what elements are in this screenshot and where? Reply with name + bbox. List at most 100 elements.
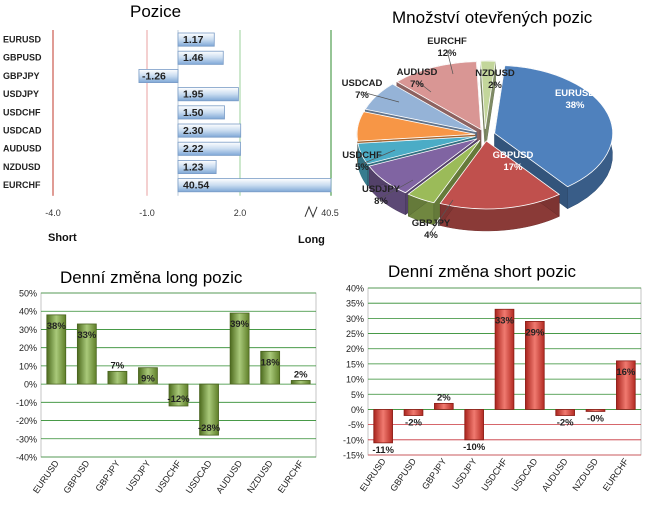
long-category-label: NZDUSD [245,458,275,495]
short-tick-label: 15% [346,359,364,369]
pozice-category-label: GBPJPY [3,71,40,81]
pie-leader-line [416,80,432,93]
short-category-label: GBPJPY [420,456,449,491]
pie-value-label: 5% [355,162,369,173]
short-category-label: USDCHF [479,456,509,493]
long-bar [199,383,219,436]
pie-category-label: NZDUSD [475,68,515,79]
short-tick-label: -5% [348,420,364,430]
pie-category-label: EURCHF [427,36,467,47]
long-bar [229,312,250,385]
pie-category-label: AUDUSD [397,67,438,78]
pozice-category-label: EURCHF [3,180,41,190]
pozice-bar [177,141,241,156]
pozice-bar [177,32,215,47]
pozice-short-label: Short [48,232,77,244]
long-bar [168,383,189,407]
short-value-label: -2% [405,418,422,429]
short-value-label: 29% [525,327,545,338]
pozice-category-label: NZDUSD [3,162,41,172]
long-tick-label: -40% [16,453,37,463]
pozice-value-label: 1.23 [183,161,204,173]
long-category-label: USDCHF [153,458,183,495]
pie-slice [368,138,478,194]
pie-value-label: 7% [410,79,424,90]
pie-category-label: USDCAD [342,78,383,89]
pozice-value-label: 1.95 [183,89,204,101]
long-tick-label: 10% [19,361,37,371]
pie-leader-line [430,199,454,233]
short-bar [403,409,424,416]
long-category-label: USDJPY [124,458,153,493]
short-value-label: -2% [557,418,574,429]
pozice-category-label: GBPUSD [3,53,42,63]
short-change-chart: 40% 35% 30% 25% 20% 15% 10% 5% 0% -5% -10% -15% -11%… [343,284,642,493]
long-value-label: -28% [198,423,221,434]
pie-slice [396,61,482,131]
long-tick-label: 30% [19,325,37,335]
pozice-category-label: USDCHF [3,107,41,117]
long-value-label: -12% [167,394,190,405]
pie-leader-line [361,91,400,103]
pie-category-label: GBPJPY [412,218,451,229]
long-value-label: 9% [141,374,155,385]
short-tick-label: -15% [343,451,364,461]
pozice-category-label: EURUSD [3,35,42,45]
pozice-tick-label: 2.0 [234,208,247,218]
short-bar [373,409,393,444]
pozice-value-label: -1.26 [142,70,166,82]
pozice-bar [177,50,224,65]
short-tick-label: -10% [343,435,364,445]
pozice-category-label: USDJPY [3,89,39,99]
short-bar [585,409,606,412]
pie-category-label: EURUSD [555,88,595,99]
chart-title-pozice: Pozice [130,2,182,21]
long-bar [107,370,128,385]
long-tick-label: 40% [19,307,37,317]
long-change-chart: 50% 40% 30% 20% 10% 0% -10% -20% -30% -40% 38% EURU… [16,289,317,495]
long-category-label: USDCAD [184,458,214,495]
short-value-label: 16% [616,367,636,378]
long-tick-label: 50% [19,289,37,299]
pie-value-label: 38% [565,100,585,111]
pie-value-label: 7% [355,90,369,101]
short-value-label: -11% [372,445,394,456]
short-tick-label: 30% [346,314,364,324]
pie-slice [439,140,561,210]
short-category-label: EURUSD [358,456,388,493]
long-bar [46,314,67,385]
pozice-axis-break [304,205,318,219]
long-tick-label: 0% [24,380,37,390]
long-value-label: 39% [230,319,250,330]
long-bar [260,350,281,385]
pozice-bar [177,105,225,120]
short-category-label: USDJPY [450,456,479,491]
long-value-label: 7% [111,360,125,371]
pozice-value-label: 1.17 [183,34,204,46]
short-category-label: EURCHF [601,456,631,493]
short-category-label: USDCAD [509,456,539,493]
pie-leader-line [446,49,454,75]
long-value-label: 18% [261,357,281,368]
short-tick-label: 10% [346,375,364,385]
short-value-label: -0% [587,413,604,424]
pozice-tick-label: -4.0 [45,208,61,218]
pozice-value-label: 1.46 [183,52,204,64]
short-category-label: AUDUSD [540,456,570,493]
long-category-label: EURUSD [31,458,61,495]
short-bar [494,308,515,410]
long-category-label: AUDUSD [214,458,244,495]
pie-leader-line [380,179,414,199]
short-tick-label: 35% [346,299,364,309]
long-value-label: 33% [77,330,97,341]
long-value-label: 38% [47,321,67,332]
short-tick-label: 20% [346,344,364,354]
long-tick-label: -30% [16,434,37,444]
pie-slice [356,111,476,142]
short-tick-label: 5% [351,390,364,400]
pozice-long-label: Long [298,234,325,246]
pie-slice [480,60,496,130]
pozice-bar [177,123,242,138]
pie-category-label: USDCHF [342,150,382,161]
